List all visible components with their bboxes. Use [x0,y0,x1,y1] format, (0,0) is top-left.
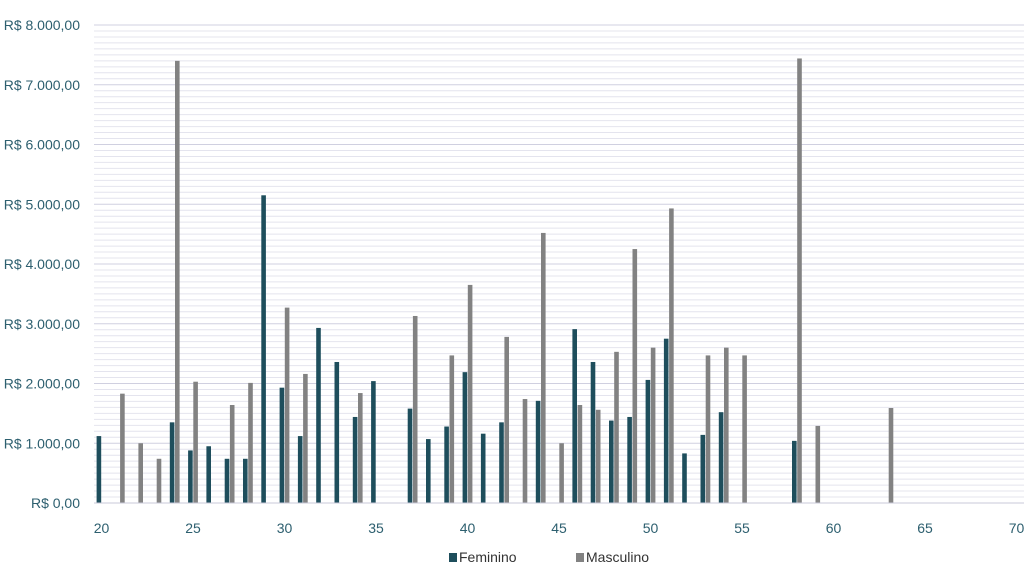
bar-feminino-50 [645,379,651,503]
x-tick-label: 40 [460,520,476,536]
bars [96,58,894,504]
bar-masculino-63 [888,408,894,503]
bar-feminino-33 [334,361,340,503]
bar-masculino-42 [504,336,509,503]
bar-feminino-51 [663,338,669,503]
bar-feminino-58 [792,440,797,503]
y-tick-label: R$ 1.000,00 [4,435,80,451]
bar-masculino-55 [742,355,747,503]
bar-masculino-40 [467,284,473,503]
bar-feminino-31 [297,436,303,503]
bar-masculino-46 [577,405,583,503]
bar-masculino-45 [559,443,564,503]
bar-masculino-28 [248,382,253,503]
bar-feminino-32 [316,327,321,503]
legend: Feminino Masculino [449,549,649,565]
y-tick-label: R$ 8.000,00 [4,17,80,33]
bar-feminino-44 [535,400,541,503]
bar-feminino-53 [700,434,706,503]
x-tick-label: 60 [826,520,842,536]
y-tick-label: R$ 3.000,00 [4,316,80,332]
bar-feminino-40 [462,372,468,503]
x-axis-ticks: 20 25 30 35 40 45 50 55 60 65 70 [94,520,1024,536]
bar-feminino-25 [188,450,193,503]
bar-masculino-25 [193,381,198,503]
bar-feminino-41 [480,433,486,503]
bar-masculino-21 [120,393,125,503]
y-tick-label: R$ 6.000,00 [4,137,80,153]
y-tick-label: R$ 0,00 [31,495,80,511]
legend-swatch-masculino [576,553,584,562]
bar-feminino-35 [371,381,376,503]
bar-feminino-42 [499,422,504,503]
x-tick-label: 50 [643,520,659,536]
y-axis-ticks: R$ 0,00 R$ 1.000,00 R$ 2.000,00 R$ 3.000,00… [4,17,80,511]
bar-masculino-54 [724,347,729,503]
y-tick-label: R$ 5.000,00 [4,196,80,212]
y-tick-label: R$ 7.000,00 [4,77,80,93]
legend-swatch-feminino [449,553,457,562]
bar-feminino-39 [444,426,449,503]
bar-masculino-39 [449,355,455,503]
bar-masculino-48 [614,351,619,503]
bar-masculino-58 [797,58,802,504]
bar-feminino-47 [590,361,596,503]
bar-feminino-38 [426,439,431,503]
x-tick-label: 65 [917,520,933,536]
bar-feminino-20 [96,436,102,503]
y-tick-label: R$ 4.000,00 [4,256,80,272]
bar-masculino-34 [358,393,363,503]
y-tick-label: R$ 2.000,00 [4,376,80,392]
bar-feminino-29 [261,195,266,504]
bar-masculino-44 [541,232,546,503]
bar-masculino-43 [522,399,528,503]
bar-feminino-34 [352,416,358,503]
bar-masculino-59 [815,425,821,503]
bar-masculino-47 [595,409,601,503]
bar-feminino-54 [718,412,724,503]
bar-masculino-30 [284,307,290,503]
bar-feminino-46 [572,329,577,503]
x-tick-label: 45 [551,520,567,536]
legend-label-feminino: Feminino [459,549,517,565]
legend-label-masculino: Masculino [586,549,649,565]
x-tick-label: 70 [1009,520,1024,536]
bar-feminino-27 [224,458,230,503]
bar-masculino-31 [303,373,308,503]
bar-feminino-24 [169,422,175,503]
bar-masculino-50 [650,347,656,503]
bar-masculino-49 [632,249,638,503]
bar-masculino-24 [175,60,180,503]
x-tick-label: 30 [277,520,293,536]
bar-feminino-49 [627,416,632,503]
bar-masculino-53 [705,355,711,503]
bar-masculino-27 [229,405,235,503]
bar-feminino-52 [682,453,687,503]
x-tick-label: 55 [734,520,750,536]
bar-masculino-51 [669,208,674,503]
bar-masculino-37 [412,315,418,503]
bar-masculino-22 [138,443,143,503]
x-tick-label: 20 [94,520,110,536]
x-tick-label: 35 [368,520,384,536]
bar-feminino-28 [243,458,248,503]
x-tick-label: 25 [185,520,201,536]
bar-feminino-30 [279,387,285,503]
bar-feminino-26 [206,446,211,503]
bar-masculino-23 [156,458,162,503]
bar-feminino-48 [609,420,614,503]
bar-feminino-37 [407,408,413,503]
